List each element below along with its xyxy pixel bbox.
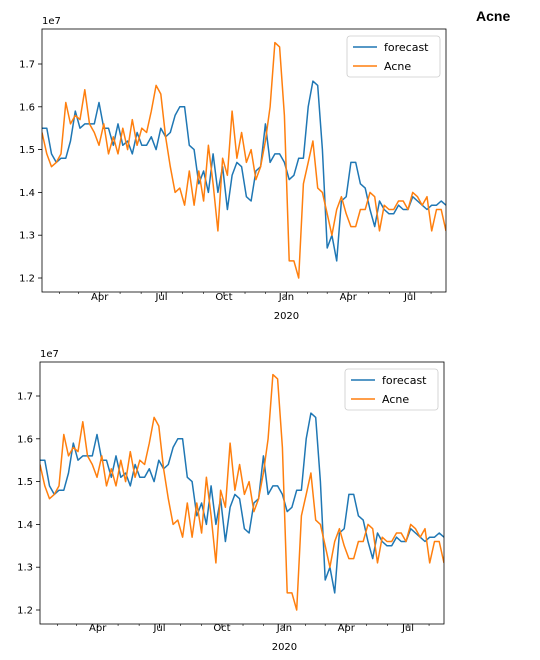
- x-tick-label: Jul: [403, 292, 416, 303]
- x-tick-label: Jul: [154, 292, 167, 303]
- y-tick-label: 1.6: [17, 434, 33, 445]
- x-year-label: 2020: [274, 311, 299, 322]
- x-tick-label: Jan: [278, 292, 294, 303]
- x-tick-label: Apr: [340, 292, 358, 303]
- x-tick-label: Jul: [152, 623, 165, 634]
- series-line-acne: [42, 41, 446, 279]
- legend-label-acne: Acne: [384, 60, 411, 73]
- y-tick-label: 1.4: [19, 188, 35, 199]
- legend-label-acne: Acne: [382, 393, 409, 406]
- y-tick-label: 1.3: [17, 563, 33, 574]
- x-tick-label: Apr: [91, 292, 109, 303]
- series-line-forecast: [42, 80, 446, 262]
- legend: forecast Acne: [346, 35, 441, 78]
- y-tick-label: 1.7: [17, 392, 33, 403]
- plot-frame: [41, 28, 447, 293]
- y-tick-label: 1.5: [19, 145, 35, 156]
- series-line-acne: [40, 373, 444, 611]
- legend-label-forecast: forecast: [382, 374, 427, 387]
- plot-area: [42, 41, 446, 279]
- x-tick-label: Jul: [401, 623, 414, 634]
- y-exponent-label: 1e7: [42, 16, 61, 27]
- legend-label-forecast: forecast: [384, 41, 429, 54]
- y-tick-label: 1.5: [17, 477, 33, 488]
- plot-frame: [39, 361, 445, 625]
- x-year-label: 2020: [272, 642, 297, 653]
- y-tick-label: 1.7: [19, 60, 35, 71]
- x-tick-label: Oct: [215, 292, 232, 303]
- series-line-forecast: [40, 412, 444, 594]
- forecast-chart-top: 1.2 1.3 1.4 1.5 1.6 1.7 1e7 Apr Jul Oct Jan Apr Jul 2…: [19, 16, 447, 322]
- forecast-chart-bottom: 1.2 1.3 1.4 1.5 1.6 1.7 1e7 Apr Jul Oct Jan Apr Jul 2…: [17, 349, 445, 653]
- page-title: Acne: [476, 8, 511, 24]
- x-tick-label: Jan: [276, 623, 292, 634]
- x-tick-label: Apr: [338, 623, 356, 634]
- y-exponent-label: 1e7: [40, 349, 59, 360]
- y-tick-label: 1.2: [19, 274, 35, 285]
- plot-area: [40, 373, 444, 611]
- legend: forecast Acne: [344, 368, 439, 411]
- y-tick-label: 1.3: [19, 231, 35, 242]
- y-tick-label: 1.4: [17, 520, 33, 531]
- x-tick-label: Apr: [89, 623, 107, 634]
- x-tick-label: Oct: [213, 623, 230, 634]
- y-tick-label: 1.2: [17, 606, 33, 617]
- y-tick-label: 1.6: [19, 102, 35, 113]
